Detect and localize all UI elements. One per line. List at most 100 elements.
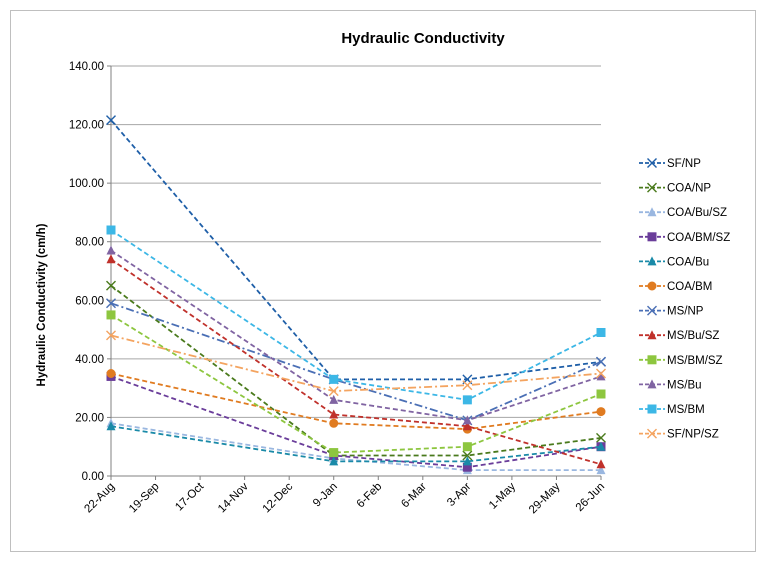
- series-sf-np-sz: [106, 330, 606, 397]
- x-tick-label: 17-Oct: [173, 480, 206, 513]
- legend-swatch-marker: [647, 182, 657, 193]
- x-tick-labels: 22-Aug 19-Sep 17-Oct 14-Nov 12-Dec 9-Jan 6-Feb…: [82, 480, 607, 516]
- legend-swatch-marker: [647, 232, 657, 242]
- data-point-ms-bm: [106, 225, 116, 235]
- x-tick-label: 22-Aug: [82, 481, 117, 516]
- data-point-sf-np-sz: [328, 386, 339, 397]
- data-point-coa-np: [106, 280, 116, 291]
- legend-swatch-marker: [647, 281, 657, 291]
- y-tick-label: 100.00: [69, 178, 104, 190]
- legend-swatch-marker: [647, 330, 657, 340]
- y-tick-label: 120.00: [69, 120, 104, 132]
- grid-lines: [111, 65, 601, 418]
- series-line-sf-np-sz: [110, 334, 602, 392]
- data-point-coa-bm: [106, 369, 116, 378]
- legend-swatch-marker: [647, 404, 657, 414]
- data-point-coa-bm: [329, 418, 339, 428]
- y-tick-labels: 0.00 20.00 40.00 60.00 80.00 100.00 120.00 140.…: [69, 61, 104, 483]
- plot-area: [106, 115, 606, 475]
- legend-label: COA/Bu: [667, 256, 709, 268]
- hydraulic-conductivity-chart: Hydraulic Conductivity Hydraulic Conduct…: [36, 30, 730, 516]
- legend-swatch-marker: [647, 207, 657, 217]
- series-coa-bu: [106, 421, 606, 466]
- series-line-ms-bu-sz: [110, 258, 602, 466]
- series-line-coa-bu-sz: [110, 422, 601, 472]
- legend-item-coa-bu: COA/Bu: [639, 256, 709, 268]
- legend-item-coa-bm-sz: COA/BM/SZ: [639, 232, 730, 244]
- series-line-coa-bu: [110, 425, 602, 463]
- data-point-coa-np: [596, 432, 606, 443]
- y-tick-label: 0.00: [82, 471, 104, 483]
- data-point-ms-np: [596, 356, 606, 367]
- legend-item-ms-bm-sz: MS/BM/SZ: [639, 355, 723, 367]
- legend-label: COA/BM: [667, 281, 712, 293]
- data-point-ms-bm-sz: [462, 442, 472, 452]
- legend-swatch-marker: [647, 256, 657, 266]
- legend-label: COA/NP: [667, 183, 711, 195]
- series-line-ms-bu: [110, 249, 602, 422]
- y-tick-label: 20.00: [75, 412, 104, 424]
- legend-item-ms-bu: MS/Bu: [639, 379, 702, 391]
- legend-swatch-marker: [647, 158, 657, 168]
- data-point-ms-bm-sz: [329, 448, 339, 458]
- x-tick-label: 12-Dec: [261, 480, 296, 515]
- series-sf-np: [106, 115, 606, 385]
- data-point-coa-np: [462, 450, 473, 461]
- data-point-coa-bm: [596, 407, 606, 417]
- legend-swatch-marker: [647, 428, 657, 439]
- legend-label: SF/NP/SZ: [667, 429, 719, 441]
- legend-item-ms-np: MS/NP: [639, 306, 704, 318]
- data-point-ms-bm: [462, 395, 472, 405]
- series-ms-bm-sz: [106, 310, 606, 458]
- legend-item-ms-bu-sz: MS/Bu/SZ: [639, 330, 719, 342]
- x-tick-label: 3-Apr: [445, 481, 473, 509]
- chart-title: Hydraulic Conductivity: [341, 30, 505, 47]
- x-tick-label: 19-Sep: [127, 481, 162, 516]
- y-tick-label: 80.00: [75, 237, 104, 249]
- legend-item-coa-bm: COA/BM: [639, 281, 712, 293]
- data-point-ms-bu-sz: [596, 459, 606, 469]
- x-tick-label: 6-Mar: [399, 481, 429, 511]
- data-point-coa-bu: [329, 456, 339, 466]
- x-tick-label: 9-Jan: [311, 481, 340, 510]
- data-point-sf-np-sz: [462, 380, 473, 391]
- series-line-ms-np: [110, 302, 602, 422]
- data-point-ms-bu: [596, 371, 606, 381]
- chart-frame: Hydraulic Conductivity Hydraulic Conduct…: [10, 10, 756, 552]
- series-line-ms-bm-sz: [110, 314, 602, 454]
- data-point-ms-bm-sz: [596, 389, 606, 399]
- data-point-ms-bu-sz: [106, 254, 116, 264]
- legend-item-sf-np: SF/NP: [639, 158, 701, 170]
- y-tick-label: 60.00: [75, 295, 104, 307]
- series-line-sf-np: [110, 119, 602, 381]
- series-line-coa-bm: [110, 372, 602, 431]
- legend-label: MS/Bu: [667, 379, 702, 391]
- data-point-ms-bu: [106, 245, 116, 255]
- data-point-coa-bu-sz: [596, 465, 606, 475]
- legend-item-sf-np-sz: SF/NP/SZ: [639, 429, 719, 441]
- y-tick-label: 40.00: [75, 354, 104, 366]
- legend-label: MS/BM/SZ: [667, 355, 723, 367]
- legend-swatch-marker: [647, 355, 657, 365]
- data-point-ms-bu-sz: [329, 409, 339, 419]
- legend-label: MS/BM: [667, 404, 705, 416]
- data-point-sf-np-sz: [106, 330, 116, 341]
- legend-item-ms-bm: MS/BM: [639, 404, 705, 416]
- legend-label: MS/Bu/SZ: [667, 330, 719, 342]
- data-point-ms-bu-sz: [462, 421, 472, 431]
- y-axis-label: Hydraulic Conductivity (cm/h): [36, 223, 48, 386]
- legend-swatch-marker: [647, 305, 657, 316]
- x-tick-label: 14-Nov: [216, 480, 251, 515]
- series-line-ms-bm: [110, 229, 602, 401]
- data-point-ms-bm: [329, 374, 339, 384]
- y-tick-label: 140.00: [69, 61, 104, 73]
- x-tick-label: 26-Jun: [574, 481, 607, 514]
- data-point-ms-bu: [329, 394, 339, 404]
- legend-label: SF/NP: [667, 158, 701, 170]
- data-point-coa-bu: [596, 441, 606, 451]
- data-point-coa-bu: [106, 421, 116, 431]
- data-point-ms-bm-sz: [106, 310, 116, 320]
- series-ms-bm: [106, 225, 606, 405]
- data-point-sf-np-sz: [596, 368, 606, 379]
- data-point-ms-bm: [596, 328, 606, 337]
